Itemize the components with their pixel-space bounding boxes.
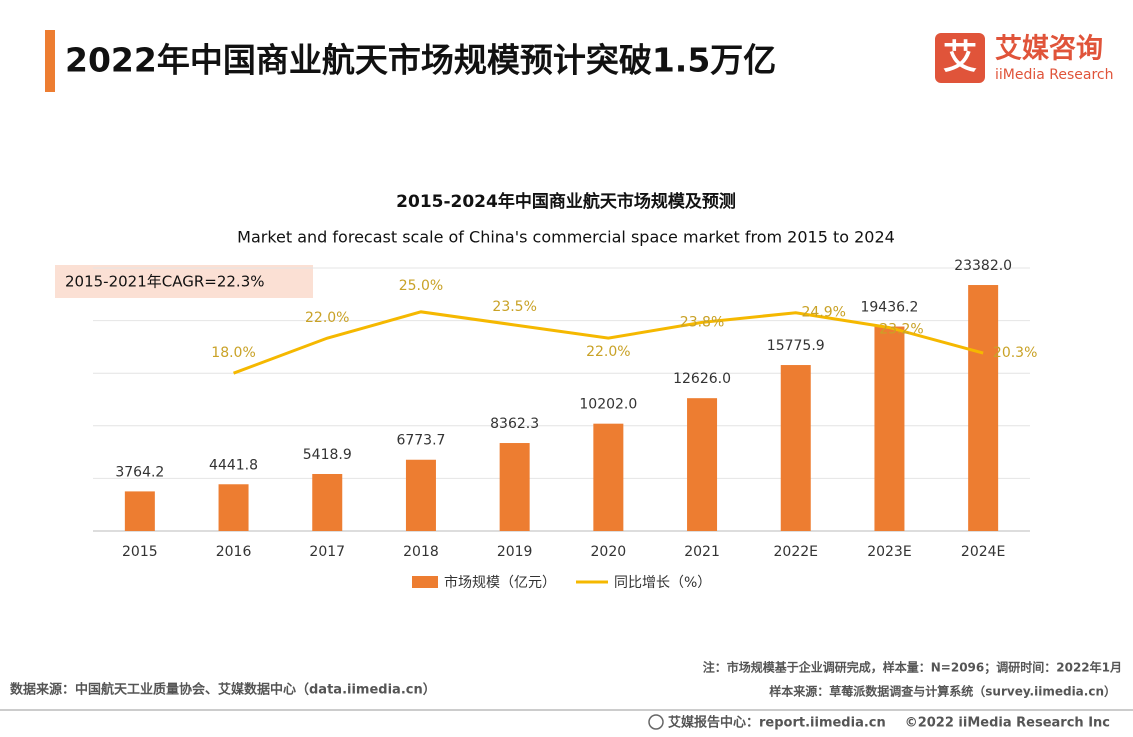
bar-value-label: 12626.0: [673, 371, 731, 387]
source: 数据来源：中国航天工业质量协会、艾媒数据中心（data.iimedia.cn）: [10, 682, 436, 698]
bar-value-label: 19436.2: [860, 300, 918, 316]
line-value-label: 24.9%: [802, 305, 846, 321]
note: 注：市场规模基于企业调研完成，样本量：N=2096；调研时间：2022年1月: [703, 660, 1122, 675]
line-value-label: 23.2%: [879, 322, 923, 338]
chart-title: 2015-2024年中国商业航天市场规模及预测: [396, 191, 736, 212]
bar: [405, 459, 436, 531]
bar-value-label: 10202.0: [579, 397, 637, 413]
annotation-box: [55, 265, 313, 298]
bar: [780, 365, 811, 531]
x-tick-label: 2024E: [961, 544, 1005, 560]
brand-en: iiMedia Research: [995, 67, 1114, 83]
x-tick-label: 2023E: [867, 544, 911, 560]
footer-center: 艾媒报告中心：report.iimedia.cn: [668, 715, 886, 731]
line-value-label: 18.0%: [211, 345, 255, 361]
x-tick-label: 2022E: [774, 544, 818, 560]
x-tick-label: 2018: [403, 544, 439, 560]
globe-icon: [648, 714, 664, 730]
bar-value-label: 3764.2: [115, 464, 164, 480]
logo-mark: 艾: [943, 38, 977, 78]
bar-value-label: 15775.9: [767, 338, 825, 354]
bar: [312, 473, 343, 531]
line-value-label: 25.0%: [399, 278, 443, 294]
growth-line: [233, 310, 984, 375]
bar-value-label: 4441.8: [209, 457, 258, 473]
page-title: 2022年中国商业航天市场规模预计突破1.5万亿: [65, 41, 776, 80]
bar-value-label: 23382.0: [954, 258, 1012, 274]
line-value-label: 23.8%: [680, 314, 724, 330]
bar: [218, 484, 249, 531]
legend-label: 同比增长（%）: [614, 575, 711, 591]
line-value-label: 22.0%: [586, 344, 630, 360]
line-value-label: 22.0%: [305, 310, 349, 326]
bar: [499, 443, 530, 531]
brand: 艾媒咨询: [995, 33, 1103, 65]
sample-note: 样本来源：草莓派数据调查与计算系统（survey.iimedia.cn）: [769, 684, 1116, 699]
bar: [687, 398, 718, 531]
x-tick-label: 2015: [122, 544, 158, 560]
line-value-label: 20.3%: [993, 345, 1037, 361]
x-tick-label: 2016: [216, 544, 252, 560]
bar: [593, 423, 624, 531]
x-tick-label: 2020: [591, 544, 627, 560]
copyright: ©2022 iiMedia Research Inc: [905, 716, 1110, 731]
chart-subtitle: Market and forecast scale of China's com…: [237, 228, 895, 247]
legend-label: 市场规模（亿元）: [444, 574, 556, 591]
annotation: 2015-2021年CAGR=22.3%: [65, 273, 265, 291]
bar: [874, 326, 905, 531]
bar-value-label: 5418.9: [303, 447, 352, 463]
bar: [968, 285, 999, 531]
bar: [124, 491, 155, 531]
logo-box: [935, 33, 985, 83]
x-tick-label: 2019: [497, 544, 533, 560]
bar-value-label: 6773.7: [396, 433, 445, 449]
title-accent: [45, 30, 55, 92]
bar-value-label: 8362.3: [490, 416, 539, 432]
x-tick-label: 2021: [684, 544, 720, 560]
x-tick-label: 2017: [309, 544, 345, 560]
legend-swatch: [412, 576, 438, 588]
line-value-label: 23.5%: [492, 299, 536, 315]
